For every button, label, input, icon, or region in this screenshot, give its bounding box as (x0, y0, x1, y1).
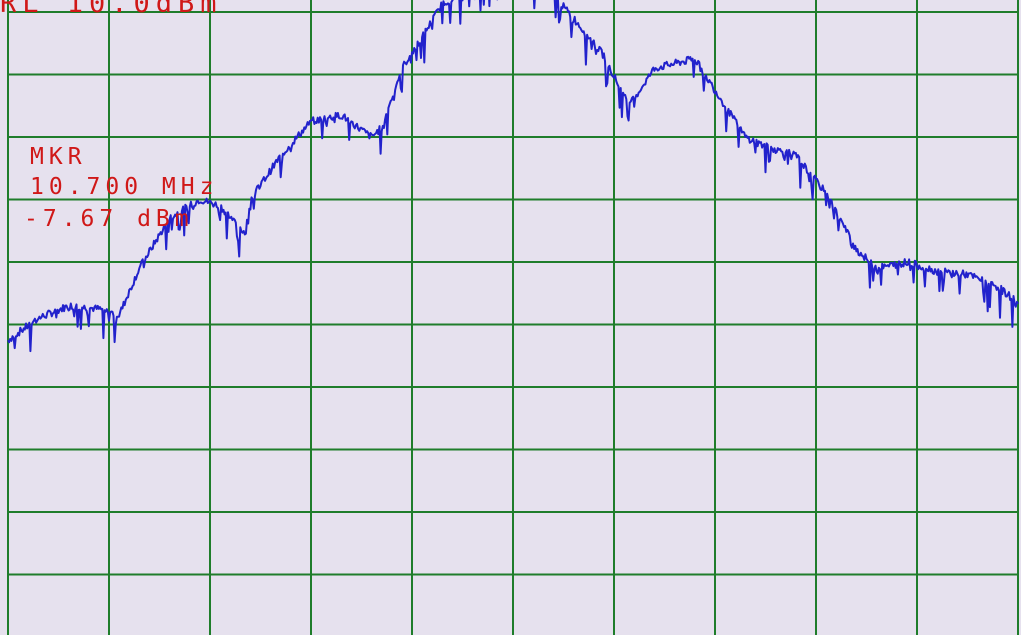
marker-frequency: 10.700 MHz (30, 174, 219, 200)
trace-series-line (7, 0, 1019, 353)
graticule (7, 0, 1019, 635)
marker-title: MKR (30, 144, 87, 170)
marker-level: -7.67 dBm (24, 206, 194, 232)
trace-group (7, 0, 1019, 353)
reference-level-header: RL 10.0dBm (0, 0, 223, 19)
